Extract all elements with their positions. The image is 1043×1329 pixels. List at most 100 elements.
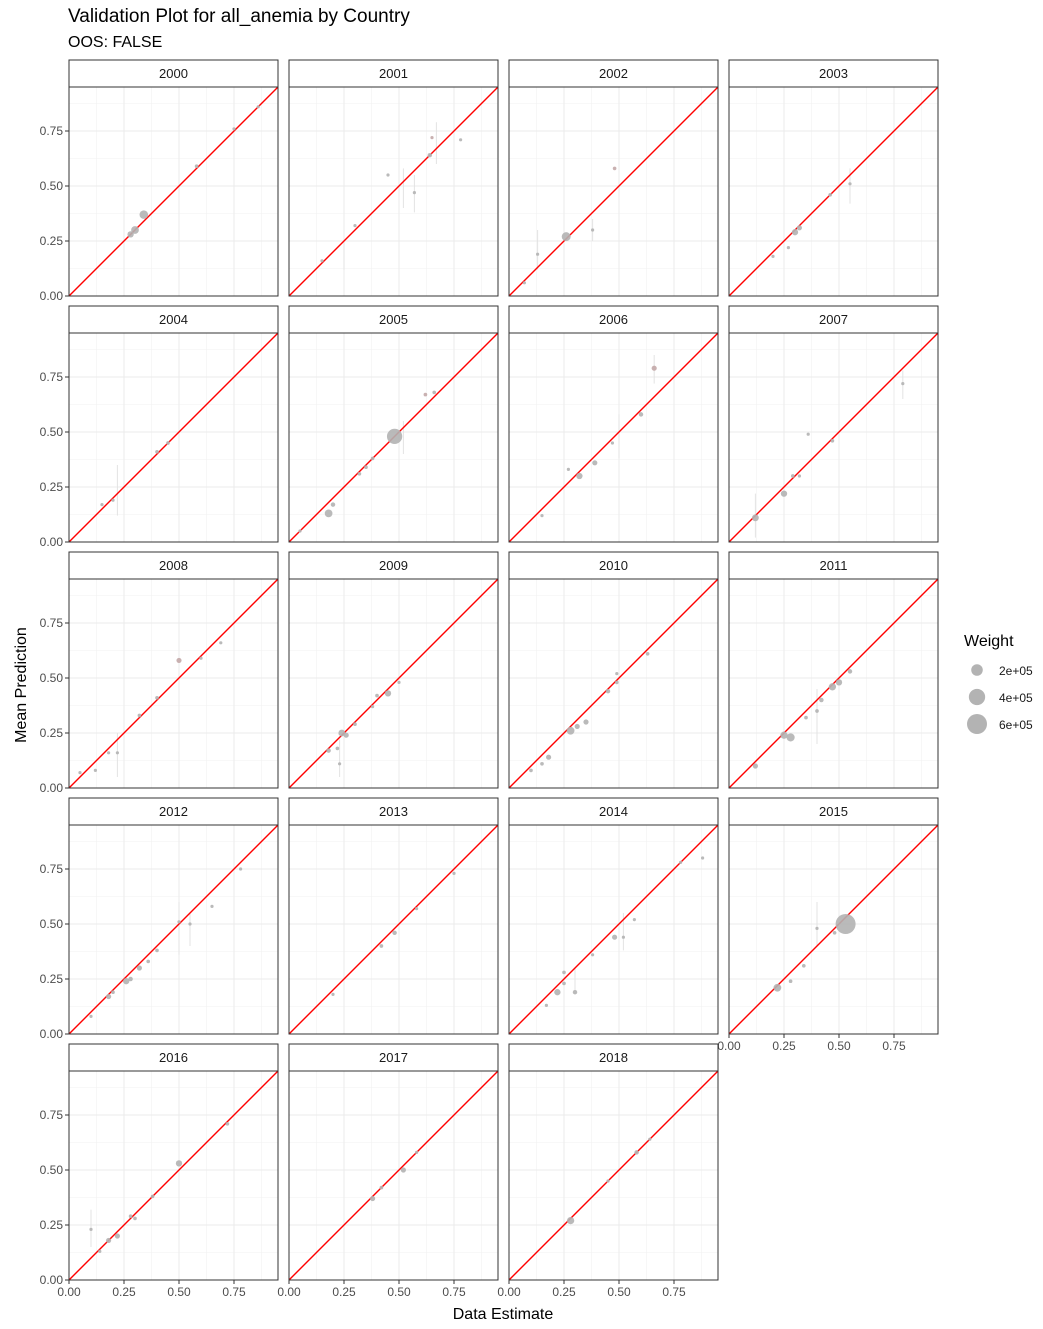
reference-line (289, 87, 498, 296)
data-point (780, 490, 788, 497)
data-point (540, 761, 544, 766)
data-point (605, 688, 611, 694)
data-point (338, 762, 342, 766)
reference-line (69, 333, 278, 542)
facet-panel-2002: 2002 (508, 59, 719, 297)
panel-border (68, 332, 279, 543)
panel-plot-area (289, 579, 498, 788)
x-tick-label: 0.50 (167, 1285, 191, 1299)
panel-border (68, 824, 279, 1035)
y-tick-label: 0.25 (40, 234, 64, 248)
x-tick-label: 0.50 (827, 1039, 851, 1053)
legend: Weight 2e+05 4e+05 6e+05 (964, 633, 1033, 734)
data-point (562, 981, 566, 986)
data-point (225, 1121, 230, 1126)
data-point (574, 723, 580, 729)
panel-plot-area (69, 87, 278, 296)
x-tick-label: 0.75 (662, 1285, 686, 1299)
data-point (614, 680, 619, 685)
panel-plot-area (729, 579, 938, 788)
data-point (326, 748, 331, 753)
data-point (370, 456, 375, 461)
data-point (452, 871, 456, 876)
panel-border (288, 1070, 499, 1281)
data-point (801, 963, 806, 968)
y-tick-label: 0.25 (40, 972, 64, 986)
x-tick-label: 0.00 (277, 1285, 301, 1299)
data-point (634, 1150, 639, 1155)
data-point (370, 1196, 376, 1202)
legend-entry: 2e+05 (971, 664, 1033, 678)
data-point (386, 428, 403, 445)
data-point (591, 228, 595, 232)
facet-strip-label: 2013 (379, 804, 408, 819)
facet-panel-2012: 2012 0.00 0.25 0.50 0.75 (40, 797, 279, 1041)
y-tick-label: 0.25 (40, 726, 64, 740)
reference-line (289, 825, 498, 1034)
data-point (828, 192, 833, 197)
facet-panel-2018: 2018 0.00 0.25 0.50 0.75 (497, 1043, 719, 1299)
panel-border (508, 578, 719, 789)
panel-plot-area (729, 87, 938, 296)
data-point (330, 502, 336, 507)
data-point (106, 1237, 112, 1243)
facet-strip-label: 2003 (819, 66, 848, 81)
data-point (98, 1249, 102, 1253)
data-point (679, 860, 683, 865)
data-point (175, 1160, 183, 1167)
data-point (606, 1179, 610, 1183)
reference-line (69, 1071, 278, 1280)
facet-strip (68, 1043, 279, 1072)
data-point (232, 127, 236, 131)
facet-strip-label: 2005 (379, 312, 408, 327)
data-point (815, 709, 819, 713)
data-point (400, 1167, 406, 1173)
data-point (612, 934, 618, 940)
data-point (324, 509, 333, 518)
panel-plot-area (69, 333, 278, 542)
y-tick-label: 0.75 (40, 124, 64, 138)
data-point (128, 1214, 133, 1219)
data-point (566, 467, 571, 471)
data-point (155, 695, 159, 700)
facet-panel-2007: 2007 (728, 305, 939, 543)
panel-border (728, 578, 939, 789)
chart-title: Validation Plot for all_anemia by Countr… (68, 6, 410, 27)
data-point (780, 731, 788, 739)
facet-strip (68, 59, 279, 88)
reference-line (509, 333, 718, 542)
facet-strip (728, 551, 939, 580)
facet-strip (508, 797, 719, 826)
data-point (78, 771, 82, 775)
data-point (155, 449, 159, 454)
panel-plot-area (509, 333, 718, 542)
data-point (546, 754, 552, 760)
y-tick-label: 0.75 (40, 1108, 64, 1122)
panel-plot-area (69, 579, 278, 788)
data-point (752, 763, 758, 769)
data-point (835, 679, 843, 686)
x-tick-label: 0.00 (497, 1285, 521, 1299)
data-point (830, 438, 835, 443)
data-point (371, 705, 375, 709)
data-point (815, 926, 819, 931)
data-point (123, 978, 130, 985)
facet-panel-2008: 2008 0.00 0.25 0.50 0.75 (40, 551, 279, 795)
facet-strip (508, 59, 719, 88)
y-tick-label: 0.50 (40, 1163, 64, 1177)
facet-strip-label: 2016 (159, 1050, 188, 1065)
data-point (430, 136, 434, 140)
facet-strip-label: 2002 (599, 66, 628, 81)
facet-strip (288, 59, 499, 88)
reference-line (69, 87, 278, 296)
panel-border (288, 824, 499, 1035)
data-point (522, 281, 527, 285)
facet-strip (508, 305, 719, 334)
facet-strip (288, 1043, 499, 1072)
panel-border (288, 578, 499, 789)
data-point (835, 914, 856, 934)
panel-plot-area (509, 87, 718, 296)
panel-plot-area (729, 825, 938, 1034)
facet-strip-label: 2015 (819, 804, 848, 819)
